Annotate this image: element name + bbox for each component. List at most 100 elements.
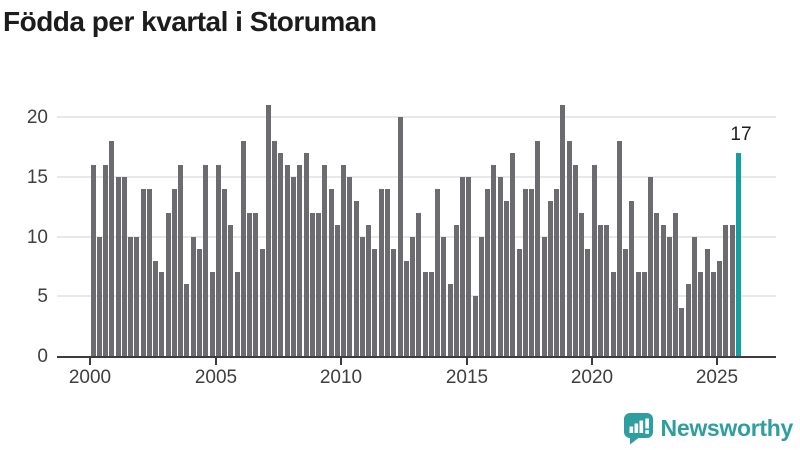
bar: [429, 272, 434, 356]
bar: [172, 189, 177, 356]
bar: [178, 165, 183, 356]
bar: [686, 284, 691, 356]
bar: [291, 177, 296, 356]
x-axis-label: 2000: [68, 367, 112, 388]
bar: [222, 189, 227, 356]
bar: [573, 165, 578, 356]
bar: [642, 272, 647, 356]
bar: [354, 201, 359, 356]
bar: [636, 272, 641, 356]
x-axis-label: 2015: [445, 367, 489, 388]
bar: [297, 165, 302, 356]
bar: [460, 177, 465, 356]
y-axis-label: 0: [37, 346, 48, 367]
x-axis-label: 2005: [194, 367, 238, 388]
bar: [661, 225, 666, 356]
bar: [717, 261, 722, 356]
newsworthy-bubble-chart-icon: [623, 413, 653, 445]
bar: [153, 261, 158, 356]
bar: [347, 177, 352, 356]
bar: [491, 165, 496, 356]
bar: [310, 213, 315, 356]
bar: [260, 249, 265, 356]
bar: [416, 213, 421, 356]
bar: [404, 261, 409, 356]
bar: [579, 213, 584, 356]
x-axis-label: 2010: [319, 367, 363, 388]
bar: [241, 141, 246, 356]
bar: [485, 189, 490, 356]
bar: [210, 272, 215, 356]
bar: [560, 105, 565, 356]
bar: [197, 249, 202, 356]
bar: [504, 201, 509, 356]
highlight-bar-value-label: 17: [730, 124, 752, 145]
bar: [122, 177, 127, 356]
bar: [266, 105, 271, 356]
bar: [366, 225, 371, 356]
x-axis-label: 2025: [695, 367, 739, 388]
bar: [247, 213, 252, 356]
bar: [97, 237, 102, 356]
bar: [730, 225, 735, 356]
x-axis-label: 2020: [570, 367, 614, 388]
newsworthy-logo: Newsworthy: [623, 412, 793, 445]
bar: [141, 189, 146, 356]
bar: [692, 237, 697, 356]
bar: [147, 189, 152, 356]
bar: [723, 225, 728, 356]
bar: [159, 272, 164, 356]
bar: [585, 249, 590, 356]
bar: [611, 272, 616, 356]
bar: [679, 308, 684, 356]
y-axis-label: 20: [26, 107, 48, 128]
bar: [466, 177, 471, 356]
x-axis-tick: [215, 358, 217, 365]
bar: [360, 237, 365, 356]
y-axis-label: 15: [26, 167, 48, 188]
bar: [523, 189, 528, 356]
bar: [598, 225, 603, 356]
x-axis-tick: [466, 358, 468, 365]
bar: [498, 177, 503, 356]
bar: [529, 189, 534, 356]
bar: [517, 249, 522, 356]
bar: [510, 153, 515, 356]
bar: [109, 141, 114, 356]
bar: [648, 177, 653, 356]
bar: [454, 225, 459, 356]
bar: [448, 284, 453, 356]
bar: [473, 296, 478, 356]
bar: [285, 165, 290, 356]
bar: [322, 165, 327, 356]
bar: [278, 153, 283, 356]
chart-title: Födda per kvartal i Storuman: [3, 6, 377, 37]
bar: [548, 201, 553, 356]
bar: [216, 165, 221, 356]
bar: [617, 141, 622, 356]
bar: [341, 165, 346, 356]
bar: [604, 225, 609, 356]
bar: [329, 189, 334, 356]
bar: [629, 201, 634, 356]
bar: [103, 165, 108, 356]
bar: [554, 189, 559, 356]
gridline: [57, 176, 776, 178]
bar: [705, 249, 710, 356]
bar: [272, 141, 277, 356]
bar: [304, 153, 309, 356]
bar: [435, 189, 440, 356]
bar: [698, 272, 703, 356]
newsworthy-logo-text: Newsworthy: [660, 415, 794, 441]
bar: [654, 213, 659, 356]
gridline: [57, 116, 776, 118]
x-axis-tick: [89, 358, 91, 365]
y-axis-label: 10: [26, 227, 48, 248]
bar: [673, 213, 678, 356]
bar: [623, 249, 628, 356]
bar: [316, 213, 321, 356]
y-axis-label: 5: [37, 286, 48, 307]
bar: [667, 237, 672, 356]
bar: [379, 189, 384, 356]
bar: [391, 249, 396, 356]
